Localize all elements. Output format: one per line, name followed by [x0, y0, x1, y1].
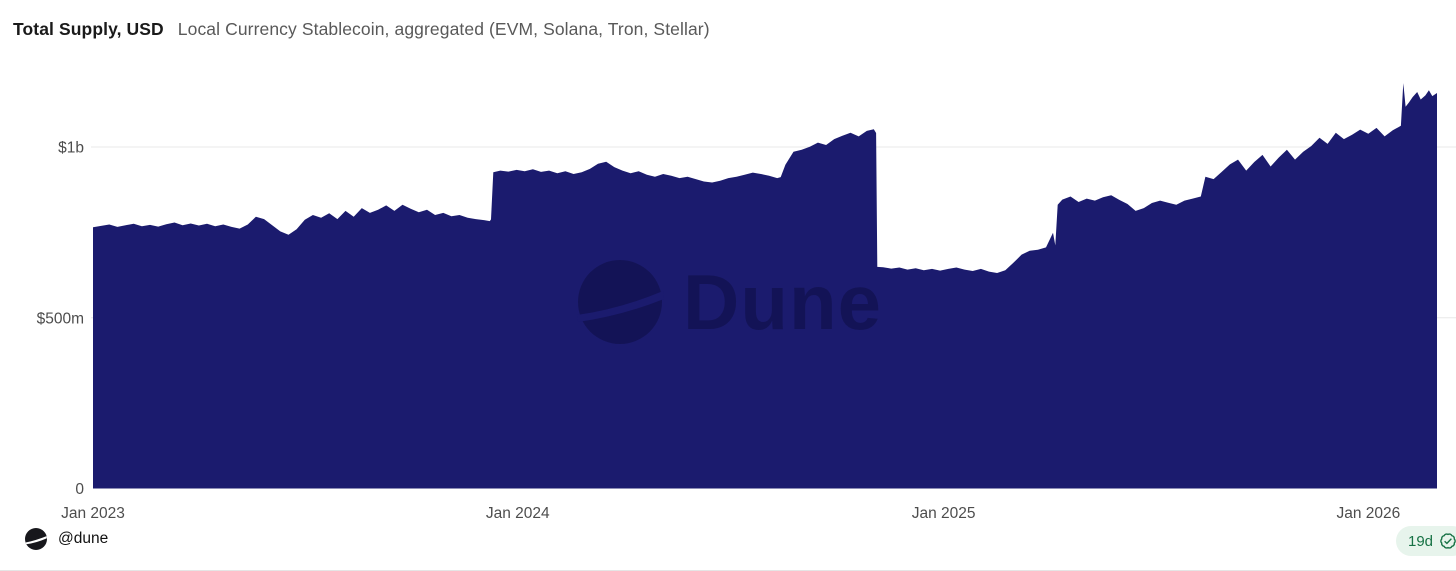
dune-logo-icon [25, 528, 47, 550]
chart-header: Total Supply, USD Local Currency Stablec… [13, 19, 710, 40]
x-tick-label: Jan 2023 [61, 505, 125, 522]
y-tick-label: $500m [37, 310, 84, 327]
y-tick-label: 0 [75, 481, 84, 498]
chart-title: Total Supply, USD [13, 19, 164, 39]
freshness-badge-label: 19d [1408, 532, 1434, 550]
chart-subtitle: Local Currency Stablecoin, aggregated (E… [177, 19, 710, 39]
attribution-label: @dune [58, 530, 109, 547]
x-tick-label: Jan 2026 [1336, 505, 1400, 522]
chart-area-total-supply[interactable] [93, 83, 1437, 489]
freshness-badge[interactable]: 19d [1396, 526, 1456, 556]
x-tick-label: Jan 2025 [912, 505, 976, 522]
x-tick-label: Jan 2024 [486, 505, 550, 522]
dune-watermark: Dune [577, 258, 882, 346]
dune-logo-icon [578, 260, 662, 344]
attribution-link[interactable]: @dune [24, 527, 108, 551]
watermark-text: Dune [683, 258, 882, 346]
dune-logo-slash [577, 291, 664, 322]
y-tick-label: $1b [58, 140, 84, 157]
verified-check-icon [1440, 533, 1456, 549]
